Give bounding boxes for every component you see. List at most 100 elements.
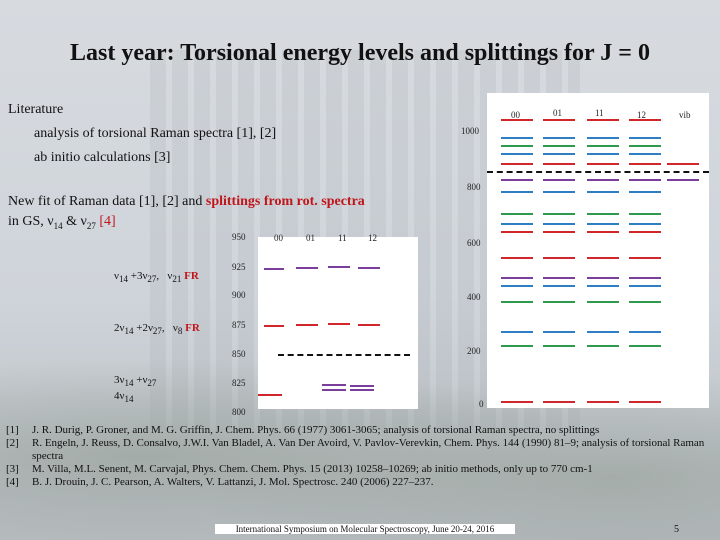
energy-level-69 <box>587 401 619 403</box>
energy-level-52 <box>543 285 575 287</box>
energy-level-5 <box>501 137 533 139</box>
energy-level-16 <box>629 153 661 155</box>
energy-level-35 <box>501 223 533 225</box>
new-fit-mid: & ν <box>62 214 87 229</box>
energy-level-28 <box>543 191 575 193</box>
reference-2: [2] R. Engeln, J. Reuss, D. Consalvo, J.… <box>6 437 705 462</box>
energy-level-61 <box>587 331 619 333</box>
zoomed-ground-reference-line <box>278 354 410 356</box>
energy-level-6 <box>543 137 575 139</box>
zoomed-level-3 <box>328 266 350 268</box>
energy-level-3 <box>587 119 619 121</box>
zoomed-level-1 <box>264 268 284 270</box>
energy-level-41 <box>587 231 619 233</box>
state-label-4nu14: 4ν14 <box>114 390 134 405</box>
big-y-tick-400: 400 <box>467 292 481 302</box>
energy-level-36 <box>543 223 575 225</box>
energy-level-48 <box>543 277 575 279</box>
big-y-tick-0: 0 <box>479 399 484 409</box>
energy-level-42 <box>629 231 661 233</box>
energy-level-4 <box>629 119 661 121</box>
footer: International Symposium on Molecular Spe… <box>215 524 515 534</box>
big-col-11: 11 <box>595 108 604 118</box>
reference-3: [3] M. Villa, M.L. Senent, M. Carvajal, … <box>6 463 593 475</box>
energy-level-17 <box>501 163 533 165</box>
energy-level-18 <box>543 163 575 165</box>
energy-level-2 <box>543 119 575 121</box>
energy-level-10 <box>543 145 575 147</box>
energy-level-66 <box>629 345 661 347</box>
energy-level-46 <box>629 257 661 259</box>
zoomed-level-4 <box>358 267 380 269</box>
energy-level-34 <box>629 213 661 215</box>
zoomed-energy-level-chart: 950 925 900 875 850 825 800 00 01 11 12 <box>232 232 418 417</box>
new-fit-ref: [4] <box>95 214 116 229</box>
energy-level-58 <box>629 301 661 303</box>
new-fit-highlight: splittings from rot. spectra <box>205 194 365 209</box>
energy-level-7 <box>587 137 619 139</box>
zoomed-level-13 <box>258 394 282 396</box>
literature-line-2: ab initio calculations [3] <box>34 150 171 165</box>
zoomed-level-10 <box>322 389 346 391</box>
energy-level-50 <box>629 277 661 279</box>
energy-level-40 <box>543 231 575 233</box>
energy-level-43 <box>501 257 533 259</box>
energy-level-9 <box>501 145 533 147</box>
energy-level-56 <box>543 301 575 303</box>
small-col-01: 01 <box>306 233 315 243</box>
energy-level-11 <box>587 145 619 147</box>
zoomed-level-9 <box>322 384 346 386</box>
small-y-tick-875: 875 <box>232 320 246 330</box>
energy-level-70 <box>629 401 661 403</box>
energy-level-32 <box>543 213 575 215</box>
zoomed-level-5 <box>264 325 284 327</box>
zoomed-level-6 <box>296 324 318 326</box>
small-y-tick-925: 925 <box>232 262 246 272</box>
energy-level-23 <box>543 179 575 181</box>
energy-level-49 <box>587 277 619 279</box>
energy-level-64 <box>543 345 575 347</box>
energy-level-33 <box>587 213 619 215</box>
energy-level-31 <box>501 213 533 215</box>
energy-level-63 <box>501 345 533 347</box>
new-fit-sub1: 14 <box>53 220 63 231</box>
energy-level-27 <box>501 191 533 193</box>
state-label-nu14-3nu27: ν14 +3ν27, ν21 FR <box>114 270 199 285</box>
small-col-12: 12 <box>368 233 377 243</box>
zoomed-level-8 <box>358 324 380 326</box>
small-y-tick-950: 950 <box>232 232 246 242</box>
energy-level-37 <box>587 223 619 225</box>
energy-level-chart: 1000 800 600 400 200 0 00 01 11 12 vib <box>461 93 709 409</box>
energy-level-14 <box>543 153 575 155</box>
energy-level-38 <box>629 223 661 225</box>
big-y-tick-1000: 1000 <box>461 126 479 136</box>
energy-level-59 <box>501 331 533 333</box>
energy-level-44 <box>543 257 575 259</box>
page-number: 5 <box>674 524 679 535</box>
new-fit-line2: in GS, ν <box>8 214 54 229</box>
zoomed-level-12 <box>350 389 374 391</box>
energy-level-12 <box>629 145 661 147</box>
new-fit-prefix: New fit of Raman data [1], [2] and <box>8 194 206 209</box>
big-y-tick-800: 800 <box>467 182 481 192</box>
energy-level-57 <box>587 301 619 303</box>
small-y-tick-825: 825 <box>232 378 246 388</box>
literature-heading: Literature <box>8 102 64 117</box>
energy-level-39 <box>501 231 533 233</box>
big-y-tick-200: 200 <box>467 346 481 356</box>
ground-state-reference-line <box>487 171 709 173</box>
energy-level-8 <box>629 137 661 139</box>
small-y-tick-900: 900 <box>232 290 246 300</box>
zoomed-level-11 <box>350 385 374 387</box>
references: [1] J. R. Durig, P. Groner, and M. G. Gr… <box>6 424 712 489</box>
big-col-vib: vib <box>679 110 691 120</box>
energy-level-29 <box>587 191 619 193</box>
energy-level-21 <box>667 163 699 165</box>
energy-level-13 <box>501 153 533 155</box>
slide-title: Last year: Torsional energy levels and s… <box>70 40 650 66</box>
big-col-01: 01 <box>553 108 562 118</box>
reference-4: [4] B. J. Drouin, J. C. Pearson, A. Walt… <box>6 476 434 488</box>
literature-line-1: analysis of torsional Raman spectra [1],… <box>34 126 277 141</box>
small-y-tick-800: 800 <box>232 407 246 417</box>
energy-level-51 <box>501 285 533 287</box>
